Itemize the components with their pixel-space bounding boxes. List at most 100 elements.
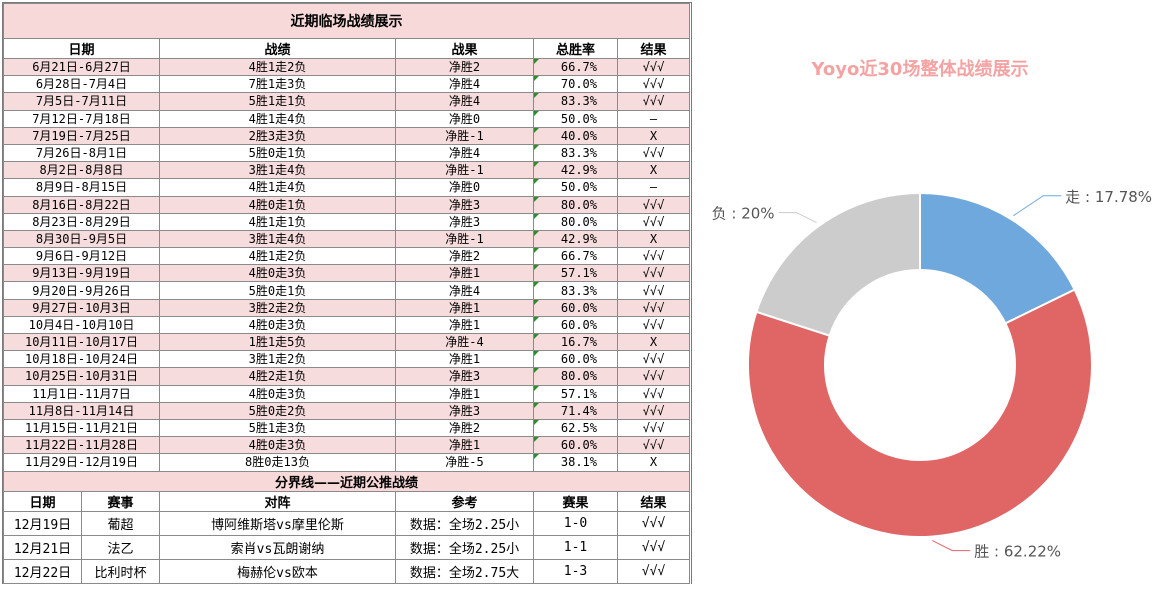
record-cell: 5胜1走3负 — [159, 418, 396, 438]
chart-area: Yoyo近30场整体战绩展示 走 : 17.78% 胜 : 62.22% 负 : 2… — [700, 0, 1170, 598]
outcome-cell: 净胜3 — [395, 212, 534, 231]
result-cell: √√√ — [616, 510, 691, 536]
leader-line-0 — [1012, 195, 1062, 217]
reference-cell: 数据：全场2.75大 — [395, 558, 534, 584]
reference-cell: 数据：全场2.25小 — [395, 510, 534, 536]
separator-row: 分界线——近期公推战绩 — [2, 470, 691, 492]
slice-2 — [755, 191, 921, 337]
pick-row: 12月22日 比利时杯 梅赫伦vs欧本 数据：全场2.75大 1-3 √√√ — [3, 558, 691, 584]
record-cell: 7胜1走3负 — [159, 75, 396, 94]
record-cell: 8胜0走13负 — [159, 453, 396, 472]
league-cell: 葡超 — [81, 510, 160, 536]
date-cell: 11月8日-11月14日 — [3, 401, 160, 420]
winrate-cell: 42.9% — [533, 229, 618, 249]
record-cell: 4胜0走3负 — [159, 384, 396, 403]
date-cell: 10月4日-10月10日 — [3, 315, 160, 335]
date-cell: 8月23日-8月29日 — [3, 212, 160, 231]
outcome-cell: 净胜-1 — [395, 161, 534, 180]
record-cell: 4胜1走4负 — [159, 109, 396, 128]
header-date: 日期 — [3, 490, 82, 512]
result-cell: √√√ — [616, 367, 691, 386]
result-cell: √√√ — [616, 264, 691, 283]
winrate-cell: 80.0% — [533, 367, 618, 386]
table-row: 10月18日-10月24日 3胜1走2负 净胜1 60.0% √√√ — [3, 350, 691, 369]
date-cell: 9月6日-9月12日 — [3, 247, 160, 266]
pick-header-row: 日期 赛事 对阵 参考 赛果 结果 — [3, 490, 691, 512]
league-cell: 比利时杯 — [81, 558, 160, 584]
outcome-cell: 净胜-1 — [395, 229, 534, 249]
header-result: 结果 — [616, 490, 691, 512]
match-cell: 博阿维斯塔vs摩里伦斯 — [159, 510, 396, 536]
record-cell: 4胜1走2负 — [159, 57, 396, 77]
record-table: 近期临场战绩展示 日期 战绩 战果 总胜率 结果 6月21日-6月27日 4胜1走… — [2, 3, 691, 584]
date-cell: 11月29日-12月19日 — [3, 453, 160, 472]
result-cell: √√√ — [616, 195, 691, 214]
date-cell: 11月1日-11月7日 — [3, 384, 160, 403]
date-cell: 10月25日-10月31日 — [3, 367, 160, 386]
table-row: 8月30日-9月5日 3胜1走4负 净胜-1 42.9% X — [3, 229, 691, 249]
record-cell: 4胜2走1负 — [159, 367, 396, 386]
outcome-cell: 净胜3 — [395, 195, 534, 214]
winrate-cell: 42.9% — [533, 161, 618, 180]
table-row: 11月29日-12月19日 8胜0走13负 净胜-5 38.1% X — [3, 453, 691, 472]
table-row: 7月12日-7月18日 4胜1走4负 净胜0 50.0% – — [3, 109, 691, 128]
header-date: 日期 — [3, 38, 160, 59]
winrate-cell: 80.0% — [533, 212, 618, 231]
header-league: 赛事 — [81, 490, 160, 512]
league-cell: 法乙 — [81, 534, 160, 560]
winrate-cell: 71.4% — [533, 401, 618, 420]
winrate-cell: 83.3% — [533, 143, 618, 163]
table-row: 6月21日-6月27日 4胜1走2负 净胜2 66.7% √√√ — [3, 57, 691, 77]
outcome-cell: 净胜3 — [395, 367, 534, 386]
outcome-cell: 净胜1 — [395, 384, 534, 403]
winrate-cell: 66.7% — [533, 57, 618, 77]
outcome-cell: 净胜4 — [395, 143, 534, 163]
table-row: 9月20日-9月26日 5胜0走1负 净胜4 83.3% √√√ — [3, 281, 691, 300]
outcome-cell: 净胜1 — [395, 350, 534, 369]
outcome-cell: 净胜4 — [395, 75, 534, 94]
winrate-cell: 60.0% — [533, 436, 618, 455]
record-cell: 3胜1走4负 — [159, 161, 396, 180]
table-row: 8月2日-8月8日 3胜1走4负 净胜-1 42.9% X — [3, 161, 691, 180]
record-cell: 4胜0走1负 — [159, 195, 396, 214]
table-row: 11月22日-11月28日 4胜0走3负 净胜1 60.0% √√√ — [3, 436, 691, 455]
record-cell: 3胜2走2负 — [159, 298, 396, 317]
outcome-cell: 净胜2 — [395, 57, 534, 77]
leader-line-1 — [932, 540, 971, 552]
record-cell: 4胜0走3负 — [159, 264, 396, 283]
winrate-cell: 83.3% — [533, 92, 618, 111]
outcome-cell: 净胜4 — [395, 281, 534, 300]
result-cell: X — [616, 229, 691, 249]
header-score: 赛果 — [533, 490, 618, 512]
outcome-cell: 净胜1 — [395, 315, 534, 335]
table-row: 11月15日-11月21日 5胜1走3负 净胜2 62.5% √√√ — [3, 418, 691, 438]
pick-row: 12月21日 法乙 索肖vs瓦朗谢纳 数据：全场2.25小 1-1 √√√ — [3, 534, 691, 560]
outcome-cell: 净胜-5 — [395, 453, 534, 472]
winrate-cell: 83.3% — [533, 281, 618, 300]
outcome-cell: 净胜4 — [395, 92, 534, 111]
date-cell: 6月28日-7月4日 — [3, 75, 160, 94]
date-cell: 12月22日 — [3, 558, 82, 584]
date-cell: 8月2日-8月8日 — [3, 161, 160, 180]
winrate-cell: 50.0% — [533, 109, 618, 128]
table-row: 7月19日-7月25日 2胜3走3负 净胜-1 40.0% X — [3, 126, 691, 145]
record-table-container: 近期临场战绩展示 日期 战绩 战果 总胜率 结果 6月21日-6月27日 4胜1走… — [2, 2, 692, 584]
result-cell: √√√ — [616, 247, 691, 266]
result-cell: √√√ — [616, 57, 691, 77]
date-cell: 12月19日 — [3, 510, 82, 536]
result-cell: √√√ — [616, 534, 691, 560]
winrate-cell: 40.0% — [533, 126, 618, 145]
date-cell: 7月19日-7月25日 — [3, 126, 160, 145]
record-cell: 5胜0走2负 — [159, 401, 396, 420]
date-cell: 9月20日-9月26日 — [3, 281, 160, 300]
table-row: 10月4日-10月10日 4胜0走3负 净胜1 60.0% √√√ — [3, 315, 691, 335]
date-cell: 8月16日-8月22日 — [3, 195, 160, 214]
record-cell: 5胜0走1负 — [159, 281, 396, 300]
winrate-cell: 80.0% — [533, 195, 618, 214]
header-winrate: 总胜率 — [533, 38, 618, 59]
winrate-cell: 60.0% — [533, 315, 618, 335]
date-cell: 9月27日-10月3日 — [3, 298, 160, 317]
winrate-cell: 57.1% — [533, 384, 618, 403]
date-cell: 11月15日-11月21日 — [3, 418, 160, 438]
record-cell: 4胜0走3负 — [159, 436, 396, 455]
